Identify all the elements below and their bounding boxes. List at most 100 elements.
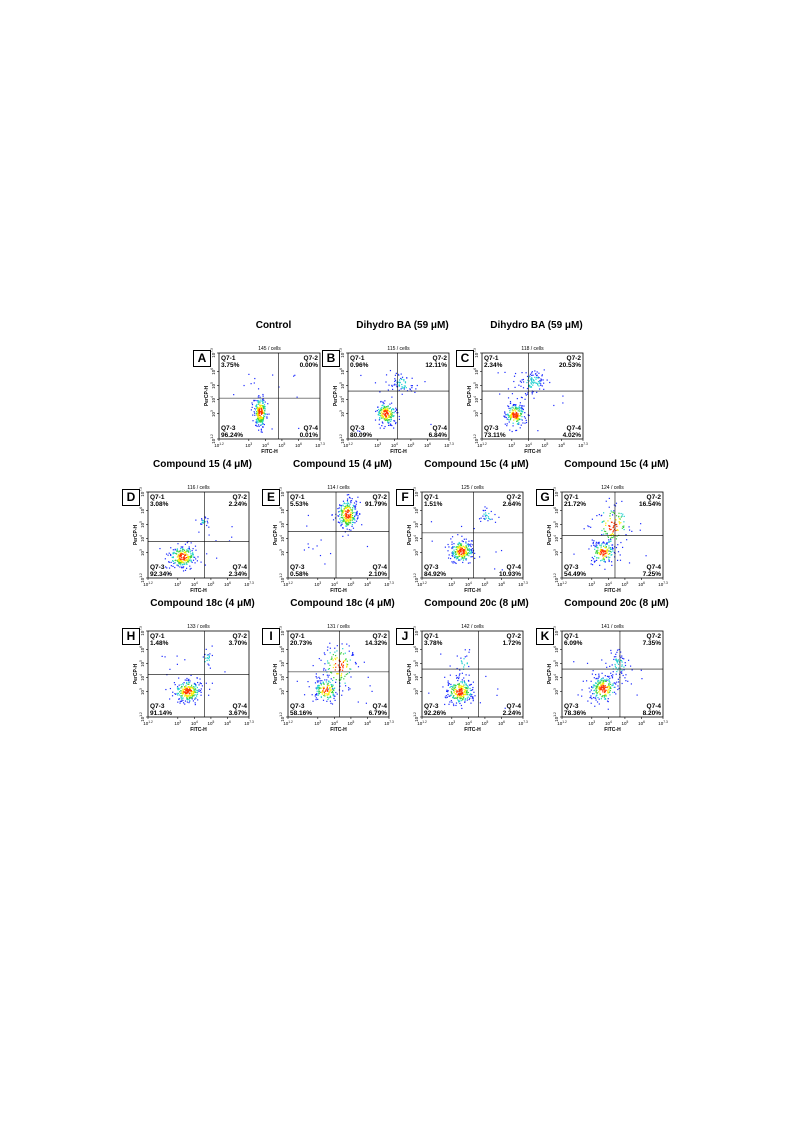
- event-point: [320, 684, 322, 686]
- gate-label: 125 / cells: [461, 485, 484, 491]
- quadrant-q7-3-value: 92.26%: [424, 710, 446, 717]
- event-point: [188, 698, 190, 701]
- event-point: [458, 677, 460, 680]
- event-point: [335, 678, 337, 681]
- event-point: [341, 509, 343, 511]
- event-point: [340, 674, 342, 676]
- event-point: [339, 510, 341, 513]
- event-point: [178, 555, 180, 557]
- quadrant-q7-1-name: Q7-1: [290, 633, 305, 640]
- event-point: [184, 659, 186, 661]
- event-point: [513, 415, 515, 417]
- event-point: [447, 683, 450, 685]
- event-point: [334, 699, 336, 702]
- event-point: [603, 560, 606, 562]
- event-point: [603, 686, 605, 688]
- event-point: [346, 522, 348, 524]
- event-point: [342, 505, 344, 507]
- event-point: [465, 558, 468, 560]
- y-tick-label: 107.3: [473, 348, 479, 358]
- event-point: [455, 556, 457, 558]
- event-point: [603, 687, 606, 690]
- quadrant-q7-2-name: Q7-2: [304, 355, 319, 362]
- panel-letter: A: [193, 350, 211, 367]
- x-tick-label: 104: [605, 720, 612, 726]
- event-point: [487, 516, 490, 518]
- x-axis-label: FITC-H: [190, 588, 207, 594]
- event-point: [520, 414, 522, 416]
- event-point: [517, 422, 519, 425]
- event-point: [197, 699, 199, 701]
- event-point: [387, 405, 389, 407]
- event-point: [345, 515, 348, 517]
- event-point: [349, 518, 352, 520]
- event-point: [611, 561, 613, 563]
- event-point: [348, 689, 350, 691]
- event-point: [259, 417, 261, 419]
- event-point: [257, 424, 260, 426]
- event-point: [317, 686, 320, 688]
- event-point: [467, 552, 470, 554]
- event-point: [388, 414, 390, 416]
- event-point: [209, 688, 211, 690]
- event-point: [191, 553, 194, 555]
- event-point: [351, 525, 353, 527]
- panel-letter: H: [122, 628, 140, 645]
- quadrant-q7-2-value: 0.00%: [300, 362, 319, 369]
- event-point: [336, 693, 338, 695]
- event-point: [190, 554, 192, 557]
- event-point: [609, 681, 611, 683]
- event-point: [630, 683, 632, 685]
- event-point: [452, 552, 454, 554]
- event-point: [460, 551, 462, 553]
- event-point: [455, 684, 457, 687]
- quadrant-q7-2-value: 7.35%: [643, 640, 662, 647]
- event-point: [596, 515, 598, 517]
- event-point: [256, 403, 258, 406]
- event-point: [199, 682, 201, 684]
- event-point: [337, 508, 339, 510]
- event-point: [347, 534, 349, 536]
- event-point: [180, 546, 182, 548]
- event-point: [628, 526, 630, 528]
- event-point: [188, 701, 190, 704]
- event-point: [165, 553, 168, 555]
- quadrant-q7-3-value: 58.16%: [290, 710, 312, 717]
- event-point: [447, 691, 449, 693]
- quadrant-q7-4-name: Q7-4: [233, 564, 248, 571]
- event-point: [599, 690, 601, 692]
- event-point: [611, 677, 614, 679]
- event-point: [338, 511, 340, 513]
- event-point: [586, 662, 589, 664]
- event-point: [187, 686, 189, 688]
- panel-title: Compound 20c (8 μM): [424, 598, 529, 609]
- event-point: [449, 665, 451, 667]
- event-point: [187, 691, 189, 694]
- event-point: [176, 692, 178, 695]
- event-point: [452, 555, 454, 557]
- event-point: [344, 531, 346, 533]
- event-point: [336, 650, 338, 652]
- event-point: [204, 516, 206, 518]
- event-point: [483, 517, 485, 520]
- scatter-plot: 131 / cells101.2101.21031031041041051051…: [273, 624, 394, 733]
- event-point: [179, 702, 181, 704]
- event-point: [521, 397, 523, 399]
- event-point: [260, 408, 262, 410]
- event-point: [331, 691, 333, 694]
- y-tick-label: 104: [139, 674, 145, 681]
- event-point: [458, 692, 460, 694]
- event-point: [197, 681, 199, 684]
- event-point: [514, 408, 516, 410]
- event-point: [175, 552, 177, 555]
- event-point: [619, 673, 621, 675]
- event-point: [605, 524, 607, 526]
- event-point: [178, 558, 180, 560]
- quadrant-q7-3-name: Q7-3: [350, 425, 365, 432]
- event-point: [401, 393, 403, 395]
- event-point: [597, 551, 599, 553]
- event-point: [613, 682, 615, 684]
- event-point: [357, 496, 359, 498]
- event-point: [605, 695, 607, 697]
- event-point: [379, 427, 381, 429]
